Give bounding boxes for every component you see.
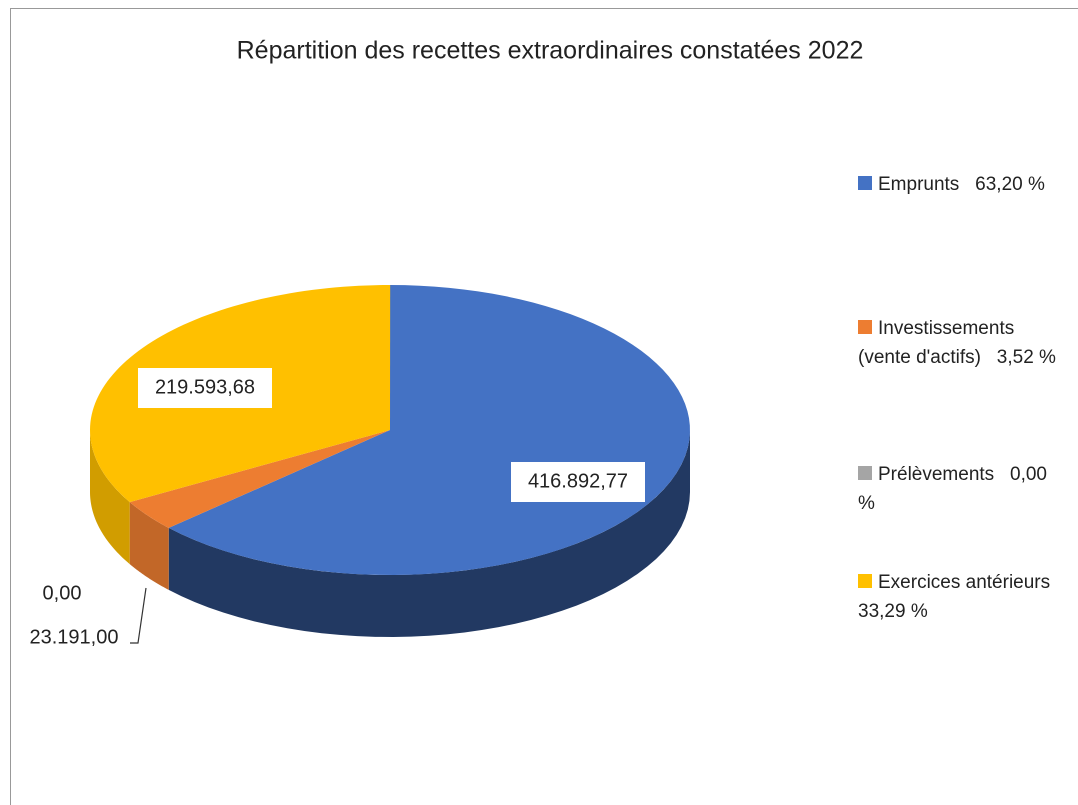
legend-percent: 3,52 % xyxy=(996,347,1056,368)
data-label: 416.892,77 xyxy=(528,470,628,492)
legend-label: Emprunts xyxy=(878,174,960,195)
slice-side xyxy=(90,430,130,565)
data-label: 0,00 xyxy=(43,582,82,604)
chart-title: Répartition des recettes extraordinaires… xyxy=(237,37,864,65)
data-label-box xyxy=(511,462,645,502)
data-label: 219.593,68 xyxy=(155,376,255,398)
slice xyxy=(168,285,690,575)
slice-side xyxy=(129,502,169,590)
slice-side xyxy=(168,430,690,637)
legend-label: Exercices antérieurs xyxy=(878,572,1051,593)
legend-entry: Emprunts 63,20 % xyxy=(858,170,1058,199)
leader-line xyxy=(130,587,147,644)
legend-swatch xyxy=(858,176,872,190)
legend-entry: Prélèvements 0,00 % xyxy=(858,460,1058,518)
legend-percent: 63,20 % xyxy=(975,174,1045,195)
legend-swatch xyxy=(858,466,872,480)
legend-swatch xyxy=(858,574,872,588)
legend-swatch xyxy=(858,320,872,334)
legend-label: Prélèvements xyxy=(878,464,995,485)
legend-percent: 0,00 % xyxy=(858,464,1053,514)
chart-frame xyxy=(10,8,1078,805)
data-label-box xyxy=(138,368,272,408)
slice xyxy=(129,430,391,528)
legend-entry: Exercices antérieurs 33,29 % xyxy=(858,568,1058,626)
legend-entry: Investissements (vente d'actifs) 3,52 % xyxy=(858,314,1058,372)
legend-label: Investissements (vente d'actifs) xyxy=(858,318,1020,368)
data-label: 23.191,00 xyxy=(30,626,119,648)
legend-percent: 33,29 % xyxy=(858,601,928,622)
